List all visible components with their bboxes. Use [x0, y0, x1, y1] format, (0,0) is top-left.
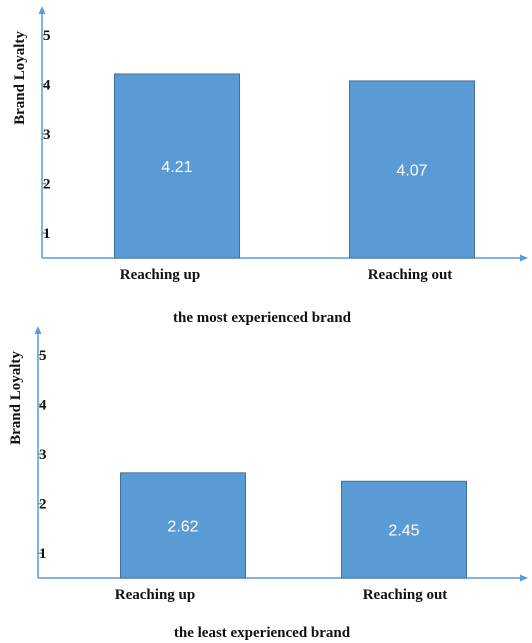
chart1-bar-0 — [114, 73, 240, 259]
chart2-title: the least experienced brand — [174, 625, 351, 641]
chart1-y-axis-arrow — [38, 6, 46, 14]
chart-least-experienced: 1 2 3 4 5 2.62 2.45 Brand Loyalty Reaching up… — [8, 326, 528, 641]
chart2-y-axis-arrow — [34, 326, 42, 334]
chart1-data-label-1: 4.07 — [396, 162, 427, 179]
chart1-ytick-label-4: 5 — [43, 28, 51, 44]
chart1-xtick-label-0: Reaching up — [120, 267, 200, 283]
chart2-x-axis-arrow — [520, 574, 528, 582]
chart-most-experienced: 1 2 3 4 5 4.21 4.07 Brand Loyalty Reaching up… — [12, 6, 528, 326]
chart1-y-ticks: 1 2 3 4 5 — [42, 28, 51, 242]
chart2-bar-1 — [341, 480, 467, 579]
chart2-bars: 2.62 2.45 — [120, 472, 467, 579]
chart1-bar-1 — [349, 80, 475, 259]
chart1-data-label-0: 4.21 — [161, 159, 192, 176]
chart1-xtick-label-1: Reaching out — [368, 267, 453, 283]
chart1-bars: 4.21 4.07 — [114, 73, 475, 259]
chart2-xtick-label-0: Reaching up — [115, 587, 195, 603]
chart1-ylabel: Brand Loyalty — [12, 31, 28, 125]
chart2-ytick-label-3: 4 — [39, 397, 47, 413]
chart2-data-label-1: 2.45 — [388, 523, 419, 540]
chart1-ytick-label-1: 2 — [43, 177, 51, 193]
chart2-ytick-label-0: 1 — [39, 546, 47, 562]
chart1-ytick-label-0: 1 — [43, 226, 51, 242]
chart2-bar-0 — [120, 472, 246, 579]
chart2-data-label-0: 2.62 — [167, 518, 198, 535]
chart2-ytick-label-1: 2 — [39, 497, 47, 513]
chart1-ytick-label-2: 3 — [43, 127, 51, 143]
chart2-ylabel: Brand Loyalty — [8, 351, 24, 445]
chart2-xtick-label-1: Reaching out — [363, 587, 448, 603]
chart2-ytick-label-2: 3 — [39, 447, 47, 463]
chart2-ytick-label-4: 5 — [39, 348, 47, 364]
chart1-title: the most experienced brand — [173, 310, 352, 326]
chart1-x-axis-arrow — [520, 254, 528, 262]
chart2-y-ticks: 1 2 3 4 5 — [38, 348, 47, 562]
chart1-ytick-label-3: 4 — [43, 77, 51, 93]
